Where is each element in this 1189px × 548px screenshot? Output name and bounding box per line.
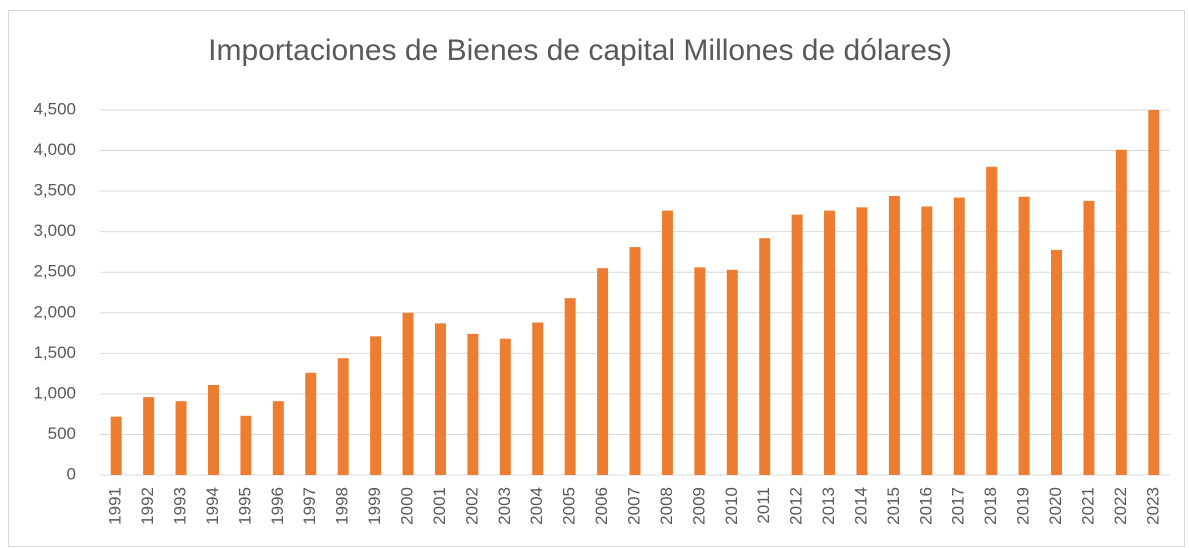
bar xyxy=(175,401,187,475)
x-tick-label: 1998 xyxy=(333,487,352,525)
x-tick-label: 2021 xyxy=(1078,487,1097,525)
bar xyxy=(888,195,900,475)
bar xyxy=(434,323,446,475)
bar xyxy=(402,312,414,475)
bar xyxy=(143,397,155,475)
x-tick-label: 2007 xyxy=(624,487,643,525)
bar xyxy=(986,166,998,475)
y-tick-label: 0 xyxy=(67,464,76,483)
bar xyxy=(207,384,219,475)
bar xyxy=(856,207,868,476)
x-tick-label: 2006 xyxy=(592,487,611,525)
x-tick-label: 2022 xyxy=(1111,487,1130,525)
bar xyxy=(370,336,382,475)
y-tick-label: 4,000 xyxy=(33,140,76,159)
x-tick-label: 2003 xyxy=(495,487,514,525)
x-tick-label: 2017 xyxy=(949,487,968,525)
x-tick-label: 2001 xyxy=(430,487,449,525)
x-tick-label: 1991 xyxy=(106,487,125,525)
bar xyxy=(240,415,252,475)
x-tick-label: 2015 xyxy=(884,487,903,525)
bar xyxy=(564,298,576,475)
x-tick-label: 2005 xyxy=(560,487,579,525)
x-tick-label: 2013 xyxy=(819,487,838,525)
y-tick-label: 3,500 xyxy=(33,181,76,200)
bar xyxy=(110,416,122,475)
y-tick-label: 3,000 xyxy=(33,221,76,240)
x-tick-label: 2009 xyxy=(689,487,708,525)
bar xyxy=(1051,249,1063,475)
chart-title: Importaciones de Bienes de capital Millo… xyxy=(208,34,952,67)
x-tick-label: 1995 xyxy=(235,487,254,525)
bar xyxy=(726,269,738,475)
x-tick-label: 2016 xyxy=(916,487,935,525)
x-tick-label: 2023 xyxy=(1143,487,1162,525)
bar xyxy=(1148,110,1160,475)
x-tick-label: 2004 xyxy=(527,487,546,525)
bar xyxy=(1083,200,1095,475)
x-tick-label: 1999 xyxy=(365,487,384,525)
x-tick-label: 2020 xyxy=(1046,487,1065,525)
bar xyxy=(499,338,511,475)
bar xyxy=(694,267,706,475)
bar xyxy=(759,238,771,475)
x-tick-label: 2011 xyxy=(754,487,773,524)
x-tick-label: 1994 xyxy=(203,487,222,525)
x-tick-label: 2008 xyxy=(657,487,676,525)
y-tick-label: 1,500 xyxy=(33,343,76,362)
bar xyxy=(791,214,803,475)
bar xyxy=(305,372,317,475)
bar xyxy=(1018,196,1030,476)
y-tick-label: 500 xyxy=(48,424,76,443)
y-tick-label: 2,500 xyxy=(33,262,76,281)
x-tick-label: 2019 xyxy=(1014,487,1033,525)
bar xyxy=(661,210,673,476)
bar xyxy=(532,322,544,475)
bar xyxy=(337,358,349,475)
bar xyxy=(953,197,965,475)
x-tick-label: 1996 xyxy=(268,487,287,525)
y-tick-label: 1,000 xyxy=(33,383,76,402)
bar xyxy=(1115,149,1127,475)
x-tick-label: 1992 xyxy=(138,487,157,525)
x-tick-label: 1993 xyxy=(171,487,190,525)
x-tick-label: 2010 xyxy=(722,487,741,525)
y-tick-label: 4,500 xyxy=(33,99,76,118)
x-tick-label: 2000 xyxy=(398,487,417,525)
x-tick-label: 2018 xyxy=(981,487,1000,525)
bar xyxy=(467,333,479,475)
bar xyxy=(824,210,836,476)
x-tick-label: 2012 xyxy=(787,487,806,525)
bar xyxy=(272,401,284,475)
x-tick-label: 2002 xyxy=(462,487,481,525)
bar xyxy=(629,247,641,475)
bar xyxy=(921,206,933,475)
x-tick-label: 1997 xyxy=(300,487,319,525)
y-tick-label: 2,000 xyxy=(33,302,76,321)
x-tick-label: 2014 xyxy=(851,487,870,525)
bar xyxy=(597,268,609,475)
